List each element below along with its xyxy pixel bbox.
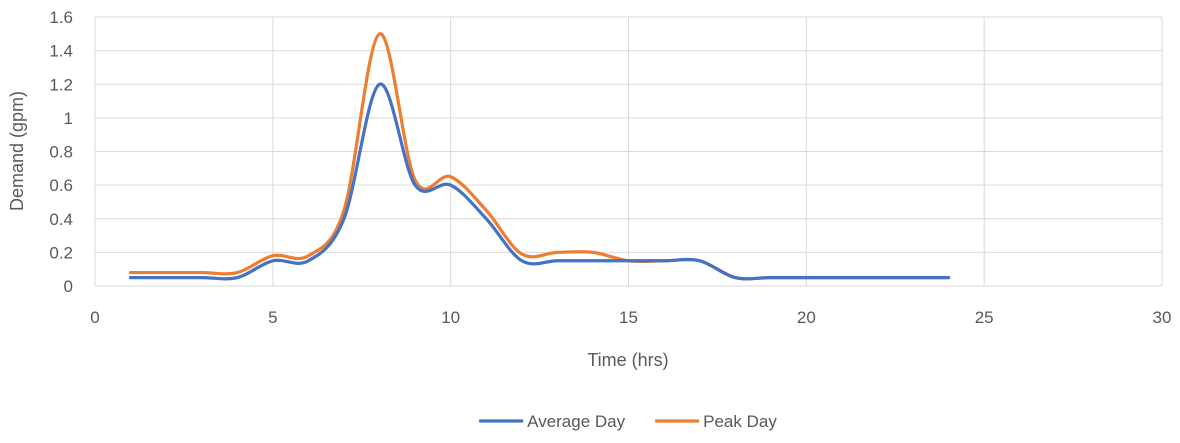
y-axis-title: Demand (gpm) [7,91,27,211]
legend-label: Peak Day [703,412,777,431]
legend: Average Day Peak Day [479,412,777,431]
y-tick-label: 0.2 [49,243,73,262]
legend-item: Peak Day [655,412,777,431]
series-lines [128,32,951,281]
series-line-average-day [128,82,951,281]
legend-label: Average Day [527,412,625,431]
x-tick-label: 15 [619,308,638,327]
x-tick-label: 25 [975,308,994,327]
y-tick-label: 0.6 [49,176,73,195]
y-tick-label: 0.4 [49,210,73,229]
gridlines [94,16,1163,287]
x-tick-label: 10 [441,308,460,327]
y-tick-label: 1 [64,109,73,128]
series-line-peak-day [128,32,951,281]
y-tick-label: 1.2 [49,75,73,94]
x-tick-label: 30 [1153,308,1172,327]
y-tick-label: 1.4 [49,42,73,61]
x-axis-title: Time (hrs) [587,350,668,370]
y-tick-label: 1.6 [49,8,73,27]
y-tick-label: 0.8 [49,143,73,162]
y-axis-tick-labels: 0 0.2 0.4 0.6 0.8 1 1.2 1.4 1.6 [49,8,73,296]
legend-item: Average Day [479,412,626,431]
x-tick-label: 20 [797,308,816,327]
x-axis-tick-labels: 0 5 10 15 20 25 30 [90,308,1171,327]
x-tick-label: 5 [268,308,277,327]
y-tick-label: 0 [64,277,73,296]
x-tick-label: 0 [90,308,99,327]
